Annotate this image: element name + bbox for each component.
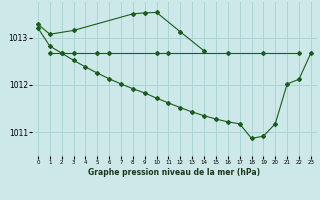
X-axis label: Graphe pression niveau de la mer (hPa): Graphe pression niveau de la mer (hPa)	[88, 168, 260, 177]
